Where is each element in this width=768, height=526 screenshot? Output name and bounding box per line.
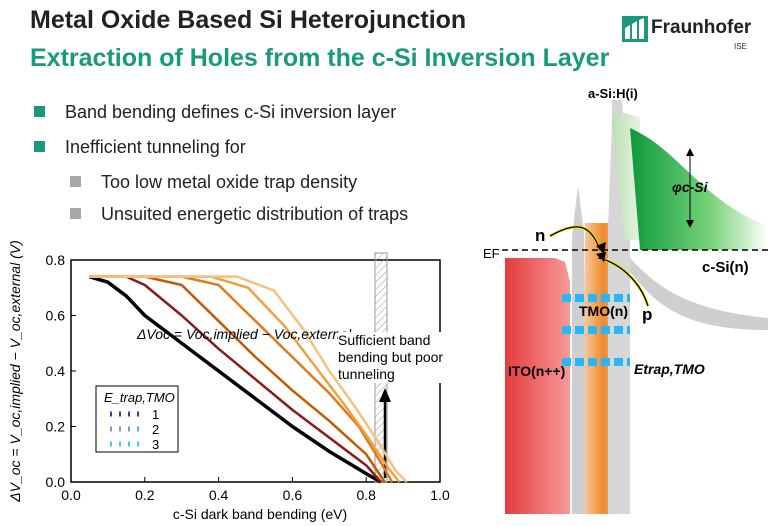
- bullet-square-icon: [34, 141, 45, 152]
- fraunhofer-logo-icon: [622, 16, 648, 42]
- phi-arrow-head-bottom: [686, 220, 694, 228]
- x-tick-label: 0.8: [356, 487, 376, 503]
- ito-region: [505, 258, 570, 514]
- x-tick-label: 0.4: [209, 487, 229, 503]
- subbullet-text: Too low metal oxide trap density: [101, 172, 358, 192]
- csi-valence-band: [630, 258, 768, 330]
- electron-path-outline: [549, 226, 601, 251]
- phi-arrow-head-top: [686, 148, 694, 156]
- etrap-label: Etrap,TMO: [634, 361, 705, 377]
- curve-annotation: ΔVoc = Voc,implied − Voc,external: [136, 326, 352, 342]
- subbullet-square-icon: [70, 176, 81, 187]
- subbullet-square-icon: [70, 208, 81, 219]
- logo-text: Fraunhofer: [651, 17, 752, 38]
- ito-label: ITO(n++): [508, 363, 565, 379]
- legend-label: 1: [152, 407, 159, 422]
- y-tick-label: 0.6: [46, 308, 66, 324]
- series-line-1: [88, 274, 382, 484]
- series-line-6: [89, 275, 408, 483]
- bullet-square-icon: [34, 106, 45, 117]
- series-line-5: [89, 275, 401, 483]
- fraunhofer-logo: Fraunhofer ISE: [622, 14, 762, 60]
- subbullet-item: Too low metal oxide trap density: [70, 172, 357, 193]
- csi-band-region: [630, 128, 768, 250]
- legend-title: E_trap,TMO: [104, 390, 175, 405]
- legend-entry: 1: [110, 407, 159, 422]
- hole-label: p: [642, 305, 652, 324]
- bullet-text: Band bending defines c-Si inversion laye…: [65, 102, 397, 122]
- electron-label: n: [535, 226, 545, 245]
- y-tick-label: 0.8: [46, 252, 66, 268]
- subbullet-text: Unsuited energetic distribution of traps: [101, 204, 409, 224]
- bullet-text: Inefficient tunneling for: [65, 137, 246, 157]
- legend-box: [95, 385, 179, 453]
- fermi-level-label: EF: [483, 246, 500, 261]
- bullet-item: Inefficient tunneling for: [34, 137, 246, 158]
- phi-label: φc-Si: [672, 179, 709, 195]
- legend-label: 3: [152, 437, 159, 452]
- series-line-3: [89, 275, 386, 483]
- x-tick-label: 0.6: [283, 487, 303, 503]
- trap-states: [562, 294, 630, 366]
- y-tick-label: 0.0: [46, 474, 66, 490]
- legend-label: 2: [152, 422, 159, 437]
- tick-layer: 0.0 0.2 0.4 0.6 0.8 1.0 0.0 0.2 0.4 0.6 0.8: [46, 252, 450, 503]
- barrier-spike-left: [572, 186, 588, 514]
- x-tick-label: 1.0: [430, 487, 450, 503]
- csi-label: c-Si(n): [702, 259, 749, 276]
- logo-subtext: ISE: [734, 42, 747, 51]
- y-tick-label: 0.2: [46, 419, 66, 435]
- legend-entry: 3: [110, 437, 159, 452]
- bullet-item: Band bending defines c-Si inversion laye…: [34, 102, 396, 123]
- slide-title: Metal Oxide Based Si Heterojunction: [30, 6, 467, 34]
- voc-loss-chart: 0.0 0.2 0.4 0.6 0.8 1.0 0.0 0.2 0.4 0.6 0.8 c-Si d…: [7, 240, 470, 522]
- y-tick-label: 0.4: [46, 363, 66, 379]
- electron-arrow-head: [596, 242, 606, 254]
- subbullet-item: Unsuited energetic distribution of traps: [70, 204, 408, 225]
- series-line-4: [89, 275, 394, 483]
- region-annotation: Sufficient band bending but poor tunneli…: [338, 332, 470, 383]
- x-axis-label: c-Si dark band bending (eV): [173, 506, 347, 522]
- y-axis-label: ΔV_oc = V_oc,implied − V_oc,external (V): [7, 240, 23, 503]
- series-layer: [88, 274, 408, 484]
- legend-entry: 2: [110, 422, 159, 437]
- x-tick-label: 0.2: [135, 487, 155, 503]
- asi-label: a-Si:H(i): [588, 86, 638, 101]
- x-tick-label: 0.0: [61, 487, 81, 503]
- tmo-label: TMO(n): [579, 303, 628, 319]
- series-line-2: [89, 275, 382, 483]
- region-annotation-box: Sufficient band bending but poor tunneli…: [338, 332, 470, 383]
- region-arrow-head: [379, 388, 391, 402]
- hole-arrow-head: [596, 252, 606, 262]
- slide-subtitle: Extraction of Holes from the c-Si Invers…: [30, 44, 610, 72]
